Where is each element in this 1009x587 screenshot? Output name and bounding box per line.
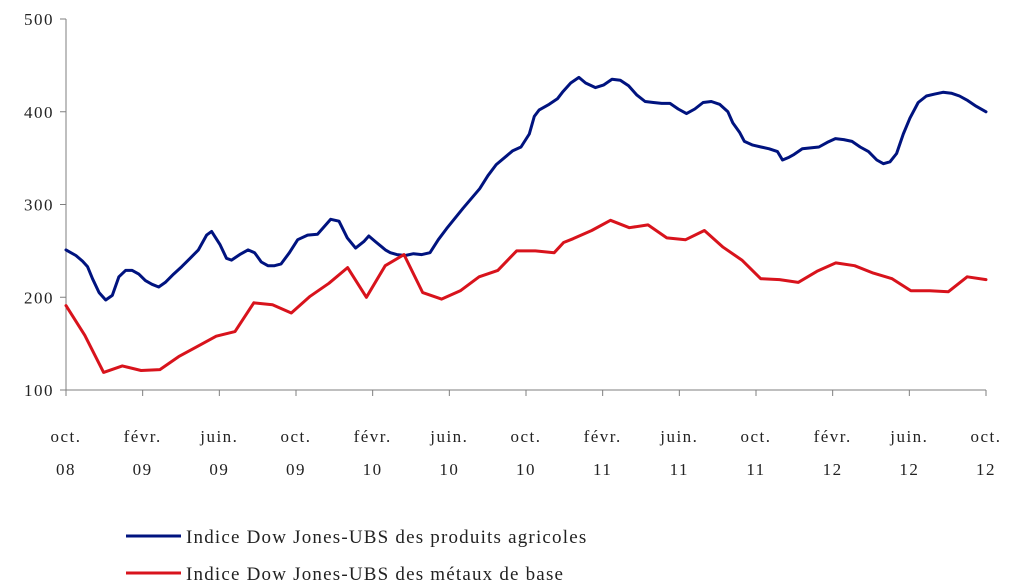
legend-label-agricoles: Indice Dow Jones-UBS des produits agrico…: [186, 527, 587, 548]
x-tick-label-year: 12: [976, 460, 996, 479]
x-tick-label-month: févr.: [124, 427, 162, 446]
legend: Indice Dow Jones-UBS des produits agrico…: [126, 527, 587, 585]
x-tick-label-month: juin.: [429, 427, 468, 446]
x-tick-label-year: 09: [133, 460, 153, 479]
x-tick-label-year: 11: [593, 460, 612, 479]
x-tick-label-month: oct.: [740, 427, 771, 446]
x-tick-label-year: 10: [439, 460, 459, 479]
x-tick-label-month: oct.: [280, 427, 311, 446]
legend-label-metaux: Indice Dow Jones-UBS des métaux de base: [186, 564, 564, 585]
y-tick-label: 400: [24, 103, 54, 122]
x-axis: oct. 08 févr. 09 juin. 09 oct. 09 févr. 10 juin. 10…: [50, 389, 1001, 479]
series-line-metaux: [64, 218, 988, 374]
x-tick-label-year: 10: [516, 460, 536, 479]
x-tick-label-year: 10: [363, 460, 383, 479]
series-line-agricoles: [64, 75, 988, 302]
y-tick-label: 200: [24, 288, 54, 307]
y-tick-label: 300: [24, 196, 54, 215]
x-tick-label-year: 12: [823, 460, 843, 479]
y-tick-label: 100: [24, 381, 54, 400]
x-tick-label-month: juin.: [889, 427, 928, 446]
x-tick-label-month: févr.: [354, 427, 392, 446]
x-tick-label-year: 12: [899, 460, 919, 479]
x-tick-label-month: juin.: [199, 427, 238, 446]
y-axis: 100 200 300 400 500: [24, 10, 67, 400]
x-tick-label-month: juin.: [659, 427, 698, 446]
x-tick-label-year: 09: [286, 460, 306, 479]
x-tick-label-month: févr.: [814, 427, 852, 446]
x-tick-label-month: oct.: [510, 427, 541, 446]
x-tick-label-month: févr.: [584, 427, 622, 446]
plot-area: [64, 75, 988, 374]
x-tick-label-year: 08: [56, 460, 76, 479]
y-tick-label: 500: [24, 10, 54, 29]
x-tick-label-year: 11: [670, 460, 689, 479]
x-tick-label-year: 09: [209, 460, 229, 479]
x-tick-label-month: oct.: [50, 427, 81, 446]
x-tick-label-month: oct.: [970, 427, 1001, 446]
x-tick-label-year: 11: [746, 460, 765, 479]
